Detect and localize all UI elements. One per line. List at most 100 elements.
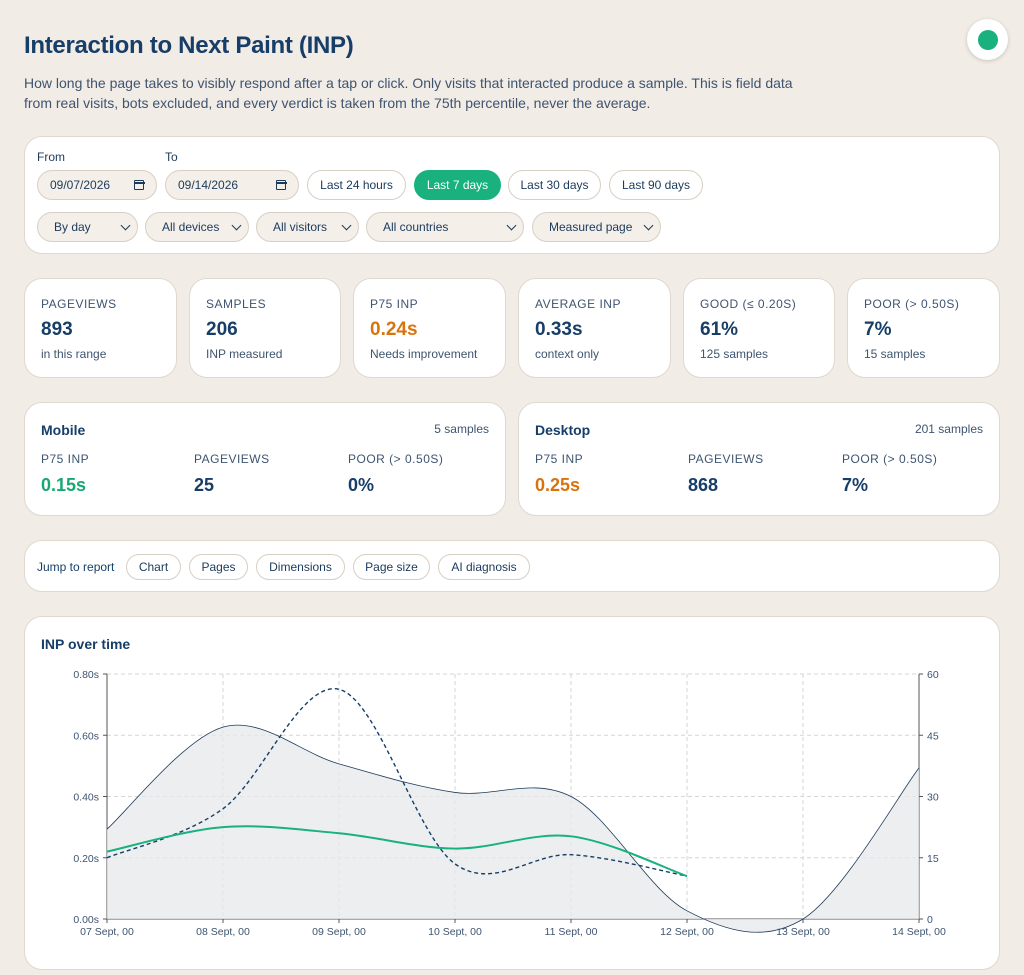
calendar-icon [275, 180, 287, 190]
jump-to-report-bar: Jump to report Chart Pages Dimensions Pa… [24, 540, 1000, 592]
x-tick-label: 13 Sept, 00 [776, 926, 830, 938]
y2-tick-label: 15 [927, 853, 939, 865]
from-date-input[interactable]: 09/07/2026 [37, 170, 157, 200]
device-pageviews-value: 868 [688, 475, 719, 495]
country-value: All countries [383, 220, 449, 234]
chevron-down-icon [341, 220, 352, 230]
chart-card: INP over time 0.00s 0.20s 0.40s 0.60s 0.80s 0… [24, 616, 1000, 970]
kpi-average-inp: AVERAGE INP 0.33s context only [518, 278, 671, 378]
kpi-sub: INP measured [206, 347, 283, 361]
x-tick-label: 10 Sept, 00 [428, 926, 482, 938]
kpi-value: 7% [864, 319, 892, 340]
series-line-solid [106, 825, 688, 878]
page-select[interactable]: Measured page [532, 212, 661, 242]
calendar-icon [133, 180, 145, 190]
x-tick-label: 08 Sept, 00 [196, 926, 250, 938]
chevron-down-icon [120, 220, 131, 230]
device-p75-label: P75 INP [41, 452, 90, 466]
device-poor-value: 0% [348, 475, 375, 495]
y-tick-label: 0.00s [73, 914, 99, 926]
kpi-value: 0.33s [535, 319, 583, 340]
device-card-desktop: Desktop 201 samples P75 INP 0.25s PAGEVI… [518, 402, 1000, 516]
kpi-p75-inp: P75 INP 0.24s Needs improvement [353, 278, 506, 378]
device-poor-label: POOR (> 0.50S) [348, 452, 444, 466]
kpi-label: POOR (> 0.50S) [864, 297, 960, 311]
granularity-select[interactable]: By day [37, 212, 138, 242]
device-select[interactable]: All devices [145, 212, 249, 242]
to-date-value: 09/14/2026 [178, 178, 239, 192]
kpi-label: AVERAGE INP [535, 297, 621, 311]
status-indicator[interactable] [967, 19, 1008, 60]
chart-title: INP over time [41, 636, 131, 652]
country-select[interactable]: All countries [366, 212, 524, 242]
y2-tick-label: 45 [927, 730, 939, 742]
granularity-value: By day [54, 220, 91, 234]
device-value: All devices [162, 220, 220, 234]
x-tick-label: 09 Sept, 00 [312, 926, 366, 938]
from-label: From [37, 150, 65, 164]
kpi-value: 206 [206, 319, 238, 340]
range-last-30-days[interactable]: Last 30 days [508, 170, 601, 200]
status-dot-icon [977, 29, 998, 50]
to-label: To [165, 150, 178, 164]
kpi-label: GOOD (≤ 0.20S) [700, 297, 797, 311]
inp-over-time-chart: 0.00s 0.20s 0.40s 0.60s 0.80s 0 15 30 45 60 07 Sep… [73, 669, 946, 938]
visitor-select[interactable]: All visitors [256, 212, 359, 242]
kpi-value: 0.24s [370, 319, 418, 340]
filters-panel: From To 09/07/2026 09/14/2026 Last 24 ho… [24, 136, 1000, 254]
kpi-good: GOOD (≤ 0.20S) 61% 125 samples [683, 278, 835, 378]
page-description: How long the page takes to visibly respo… [24, 75, 793, 111]
y-tick-label: 0.60s [73, 730, 99, 742]
kpi-value: 61% [700, 319, 739, 340]
jump-link-chart[interactable]: Chart [126, 554, 181, 580]
samples-area-fill [107, 725, 919, 933]
page-title: Interaction to Next Paint (INP) [24, 32, 354, 59]
chevron-down-icon [231, 220, 242, 230]
series-line-dashed [106, 688, 688, 877]
x-tick-label: 12 Sept, 00 [660, 926, 714, 938]
x-tick-label: 07 Sept, 00 [80, 926, 134, 938]
jump-link-dimensions[interactable]: Dimensions [256, 554, 345, 580]
y-tick-label: 0.80s [73, 669, 99, 681]
kpi-sub: context only [535, 347, 600, 361]
x-tick-label: 11 Sept, 00 [545, 926, 598, 938]
from-date-value: 09/07/2026 [50, 178, 111, 192]
samples-area-line [106, 724, 920, 933]
y-tick-label: 0.40s [73, 792, 99, 804]
device-pageviews-value: 25 [194, 475, 215, 495]
kpi-value: 893 [41, 319, 73, 340]
to-date-input[interactable]: 09/14/2026 [165, 170, 299, 200]
device-poor-label: POOR (> 0.50S) [842, 452, 938, 466]
device-sample-count: 5 samples [434, 422, 489, 436]
jump-label: Jump to report [37, 560, 115, 574]
kpi-sub: 125 samples [700, 347, 769, 361]
device-card-mobile: Mobile 5 samples P75 INP 0.15s PAGEVIEWS… [24, 402, 506, 516]
range-last-7-days[interactable]: Last 7 days [414, 170, 501, 200]
page-value: Measured page [549, 220, 633, 234]
jump-link-ai-diagnosis[interactable]: AI diagnosis [438, 554, 530, 580]
chevron-down-icon [643, 220, 654, 230]
device-pageviews-label: PAGEVIEWS [688, 452, 764, 466]
kpi-label: PAGEVIEWS [41, 297, 117, 311]
device-pageviews-label: PAGEVIEWS [194, 452, 270, 466]
kpi-poor: POOR (> 0.50S) 7% 15 samples [847, 278, 1000, 378]
kpi-pageviews: PAGEVIEWS 893 in this range [24, 278, 177, 378]
kpi-samples: SAMPLES 206 INP measured [189, 278, 341, 378]
visitor-value: All visitors [273, 220, 328, 234]
device-name: Mobile [41, 422, 86, 438]
device-p75-label: P75 INP [535, 452, 584, 466]
device-poor-value: 7% [842, 475, 869, 495]
jump-link-pages[interactable]: Pages [189, 554, 248, 580]
y2-tick-label: 30 [927, 792, 939, 804]
device-p75-value: 0.15s [41, 475, 87, 495]
jump-link-page-size[interactable]: Page size [353, 554, 430, 580]
device-name: Desktop [535, 422, 591, 438]
kpi-label: SAMPLES [206, 297, 267, 311]
chevron-down-icon [506, 220, 517, 230]
kpi-sub: 15 samples [864, 347, 926, 361]
range-last-24-hours[interactable]: Last 24 hours [307, 170, 406, 200]
device-p75-value: 0.25s [535, 475, 581, 495]
range-last-90-days[interactable]: Last 90 days [609, 170, 703, 200]
device-sample-count: 201 samples [914, 422, 983, 436]
y2-tick-label: 60 [927, 669, 939, 681]
